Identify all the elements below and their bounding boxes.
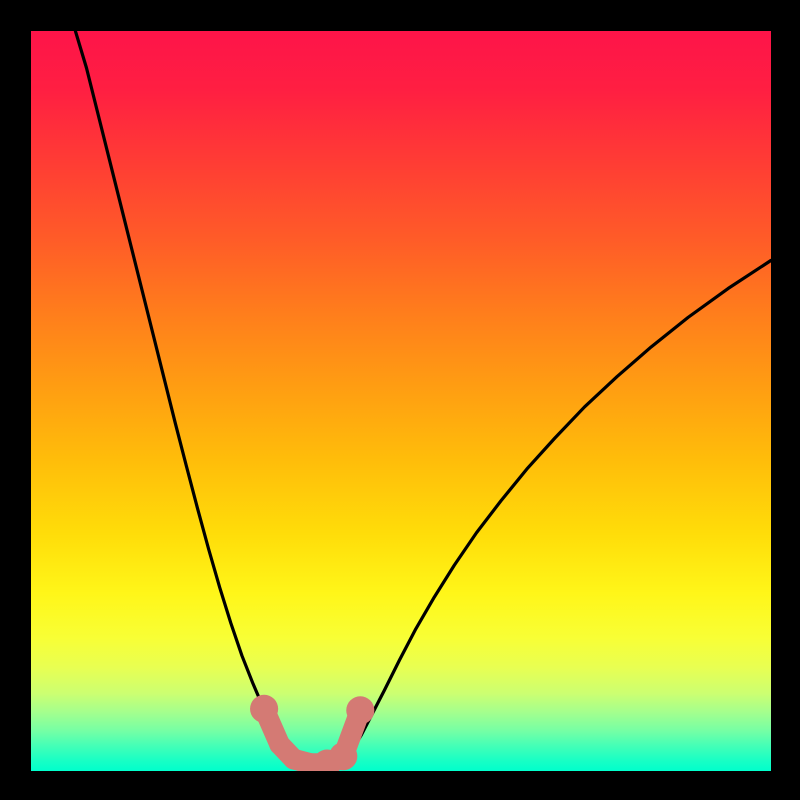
figure-root: TheBottleneck.com	[0, 0, 800, 800]
frame-border	[0, 0, 31, 800]
frame-border	[771, 0, 800, 800]
plot-area	[31, 31, 771, 771]
frame-border	[0, 0, 800, 31]
highlight-marker	[31, 31, 771, 771]
frame-border	[0, 771, 800, 800]
